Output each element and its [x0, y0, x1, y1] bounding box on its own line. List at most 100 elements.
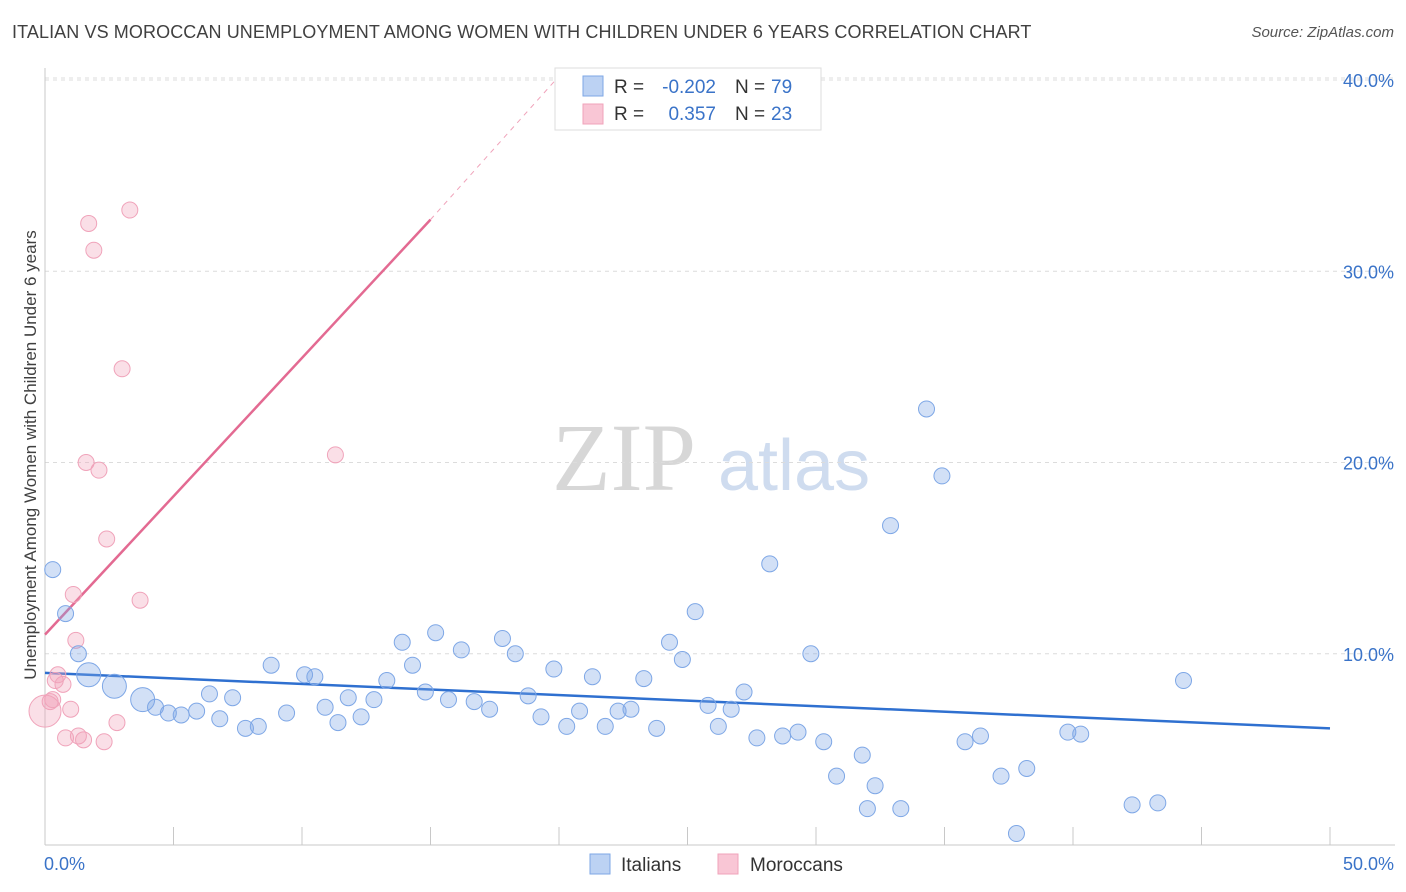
italians-point	[789, 723, 807, 741]
italians-point	[211, 710, 229, 728]
italians-point	[1123, 796, 1141, 814]
italians-point	[249, 717, 267, 735]
italians-point	[882, 517, 900, 535]
y-tick-label: 30.0%	[1343, 262, 1394, 282]
italians-point	[933, 467, 951, 485]
italians-point	[329, 714, 347, 732]
italians-point	[378, 672, 396, 690]
italians-point	[519, 687, 537, 705]
data-points	[28, 201, 1193, 843]
moroccans-point	[44, 691, 62, 709]
italians-point	[76, 662, 102, 688]
italians-point	[956, 733, 974, 751]
moroccans-point	[41, 693, 59, 711]
italians-point	[493, 629, 511, 647]
italians-r-value: -0.202	[662, 77, 716, 98]
x-tick-label-min: 0.0%	[44, 854, 85, 874]
italians-point	[101, 673, 127, 699]
italians-point	[452, 641, 470, 659]
y-tick-label: 20.0%	[1343, 454, 1394, 474]
italians-point	[224, 689, 242, 707]
moroccans-point	[64, 585, 82, 603]
italians-point	[57, 605, 75, 623]
italians-point	[159, 704, 177, 722]
italians-point	[439, 691, 457, 709]
italians-point	[609, 702, 627, 720]
italians-point	[506, 645, 524, 663]
italians-point	[545, 660, 563, 678]
italians-point	[262, 656, 280, 674]
italians-point	[481, 700, 499, 718]
moroccans-point	[131, 591, 149, 609]
moroccans-n-value: 23	[771, 104, 792, 125]
gridlines	[45, 77, 1395, 655]
italians-point	[802, 645, 820, 663]
source-credit: Source: ZipAtlas.com	[1251, 24, 1394, 41]
axes	[44, 68, 1395, 846]
italians-point	[971, 727, 989, 745]
moroccans-point	[108, 714, 126, 732]
italians-point	[815, 733, 833, 751]
italians-point	[278, 704, 296, 722]
italians-point	[1007, 825, 1025, 843]
moroccans-r-value: 0.357	[668, 104, 716, 125]
italians-n-label: N =	[735, 77, 765, 98]
italians-point	[709, 717, 727, 735]
moroccans-point	[121, 201, 139, 219]
italians-point	[761, 555, 779, 573]
italians-point	[571, 702, 589, 720]
italians-point	[69, 645, 87, 663]
moroccans-n-label: N =	[735, 104, 765, 125]
italians-point	[236, 719, 254, 737]
x-tick-label-max: 50.0%	[1343, 854, 1394, 874]
italians-point	[918, 400, 936, 418]
watermark-zip: ZIP	[552, 404, 696, 511]
moroccans-bottom-swatch	[717, 853, 739, 875]
italians-point	[748, 729, 766, 747]
moroccans-point	[67, 631, 85, 649]
italians-point	[583, 668, 601, 686]
italians-legend-swatch	[582, 75, 604, 97]
italians-point	[853, 746, 871, 764]
italians-point	[635, 670, 653, 688]
italians-point	[306, 668, 324, 686]
italians-point	[416, 683, 434, 701]
italians-point	[465, 693, 483, 711]
italians-point	[735, 683, 753, 701]
moroccans-point	[80, 214, 98, 232]
italians-point	[532, 708, 550, 726]
italians-point	[622, 700, 640, 718]
chart-title: ITALIAN VS MOROCCAN UNEMPLOYMENT AMONG W…	[12, 22, 1032, 42]
italians-point	[686, 603, 704, 621]
italians-point	[352, 708, 370, 726]
italians-point	[339, 689, 357, 707]
italians-point	[316, 698, 334, 716]
italians-bottom-label: Italians	[621, 855, 681, 876]
italians-bottom-swatch	[589, 853, 611, 875]
moroccans-point	[326, 446, 344, 464]
tick-labels: 10.0% 20.0% 30.0% 40.0% 0.0% 50.0%	[44, 71, 1394, 874]
italians-point	[172, 706, 190, 724]
italians-r-label: R =	[614, 77, 644, 98]
italians-point	[296, 666, 314, 684]
italians-point	[892, 800, 910, 818]
italians-point	[188, 702, 206, 720]
italians-point	[404, 656, 422, 674]
moroccans-point	[75, 731, 93, 749]
y-axis-label: Unemployment Among Women with Children U…	[21, 230, 40, 679]
moroccans-point	[113, 360, 131, 378]
italians-point	[866, 777, 884, 795]
italians-point	[774, 727, 792, 745]
italians-n-value: 79	[771, 77, 792, 98]
stats-legend: R = -0.202 N = 79 R = 0.357 N = 23	[554, 67, 822, 131]
italians-point	[673, 650, 691, 668]
italians-point	[393, 633, 411, 651]
moroccans-point	[57, 729, 75, 747]
italians-point	[596, 717, 614, 735]
italians-point	[858, 800, 876, 818]
italians-point	[1149, 794, 1167, 812]
italians-trend-line	[44, 671, 1331, 730]
italians-point	[558, 717, 576, 735]
moroccans-point	[62, 700, 80, 718]
italians-point	[1059, 723, 1077, 741]
